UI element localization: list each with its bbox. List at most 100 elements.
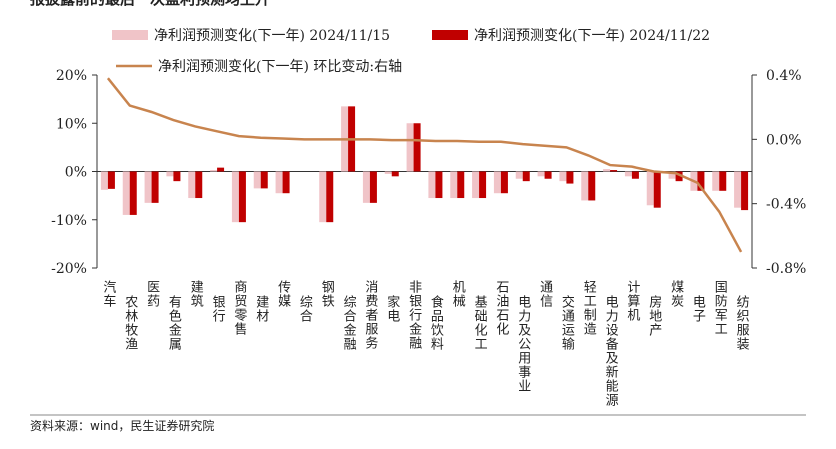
bar [122,171,130,215]
line [106,77,743,253]
x-tick-label: 国防军工 [712,280,728,336]
source-note: 资料来源：wind，民生证券研究院 [30,418,214,433]
bar [260,171,268,189]
legend-swatch [432,30,468,40]
bar [144,171,152,203]
y2-tick-label: 0.4% [766,68,802,84]
x-tick-label: 石油石化 [493,280,509,336]
y2-tick-label: -0.4% [766,197,806,213]
bar [675,171,683,182]
bar [719,171,727,191]
y-tick-label: -10% [51,213,87,229]
x-tick-label: 建筑 [188,280,204,308]
x-tick-label: 医药 [144,280,160,308]
x-tick-label: 纺织服装 [734,295,750,351]
x-tick-label: 电力设备及新能源 [603,295,619,407]
bar [544,171,552,179]
x-tick-label: 煤炭 [668,280,684,308]
y-tick-label: 0% [65,165,87,181]
x-tick-label: 商贸零售 [231,280,247,336]
bar [151,171,159,203]
x-tick-label: 农林牧渔 [122,295,138,351]
bar [559,171,567,182]
bar [435,171,443,199]
x-tick-label: 钢铁 [319,280,335,308]
x-tick-label: 食品饮料 [428,294,444,351]
bar [188,171,196,199]
x-tick-label: 非银行金融 [406,280,422,350]
x-tick-label: 汽车 [100,280,116,308]
bar [384,171,392,174]
bar [253,171,261,189]
bar [362,171,370,203]
bar [326,171,334,223]
bar [581,171,589,201]
y2-tick-label: -0.8% [766,261,806,277]
y2-tick-label: 0.0% [766,132,802,148]
x-tick-label: 通信 [537,280,553,308]
bar [653,171,661,208]
x-tick-label: 轻工制造 [581,280,597,336]
bar [275,171,283,194]
bar [472,171,480,199]
bar [603,169,611,172]
bar [173,171,181,182]
bar [624,171,632,177]
bar [741,171,749,211]
bar [166,171,174,177]
x-tick-label: 家电 [384,294,400,323]
x-tick-label: 房地产 [646,294,662,337]
bar [588,171,596,201]
bar [479,171,487,199]
x-tick-label: 机械 [450,280,466,308]
x-tick-label: 有色金属 [166,295,182,351]
bar [697,171,705,191]
bar [319,171,327,223]
y-tick-label: 10% [56,116,87,132]
legend-swatch [112,30,148,40]
bar [537,171,545,177]
x-tick-label: 电子 [690,295,706,323]
bar [522,171,530,182]
bar [500,171,508,194]
legend-label: 净利润预测变化(下一年) 环比变动:右轴 [158,59,402,75]
bar [195,171,203,199]
bar [369,171,377,203]
bar [100,171,108,190]
x-tick-label: 建材 [253,295,269,323]
x-tick-label: 交通运输 [559,294,575,351]
legend-label: 净利润预测变化(下一年) 2024/11/15 [154,28,390,44]
bar [515,171,523,179]
bar [457,171,465,199]
bar [566,171,574,184]
bar [428,171,436,199]
bar [712,171,720,191]
x-tick-label: 计算机 [624,280,640,322]
bar [610,170,618,172]
bar [646,171,654,206]
x-tick-label: 综合金融 [341,295,357,351]
bar [129,171,137,215]
bar [631,171,639,179]
bar [238,171,246,223]
bar [231,171,239,223]
bar [391,171,399,177]
x-tick-label: 银行 [210,295,226,323]
bar [450,171,458,199]
bar [217,167,225,172]
bar [107,171,115,189]
chart-title: 报披露前的最后一次盈利预测均上升 [30,0,270,8]
bar [493,171,501,194]
x-tick-label: 基础化工 [472,295,488,351]
y-tick-label: 20% [56,68,87,84]
bar [210,170,218,172]
y-tick-label: -20% [51,261,87,277]
bar [406,123,414,172]
bar [282,171,290,194]
x-tick-label: 传媒 [275,280,291,308]
x-tick-label: 综合 [297,295,313,323]
x-tick-label: 消费者服务 [362,280,378,350]
bar [734,171,742,208]
x-tick-label: 电力及公用事业 [515,295,531,393]
